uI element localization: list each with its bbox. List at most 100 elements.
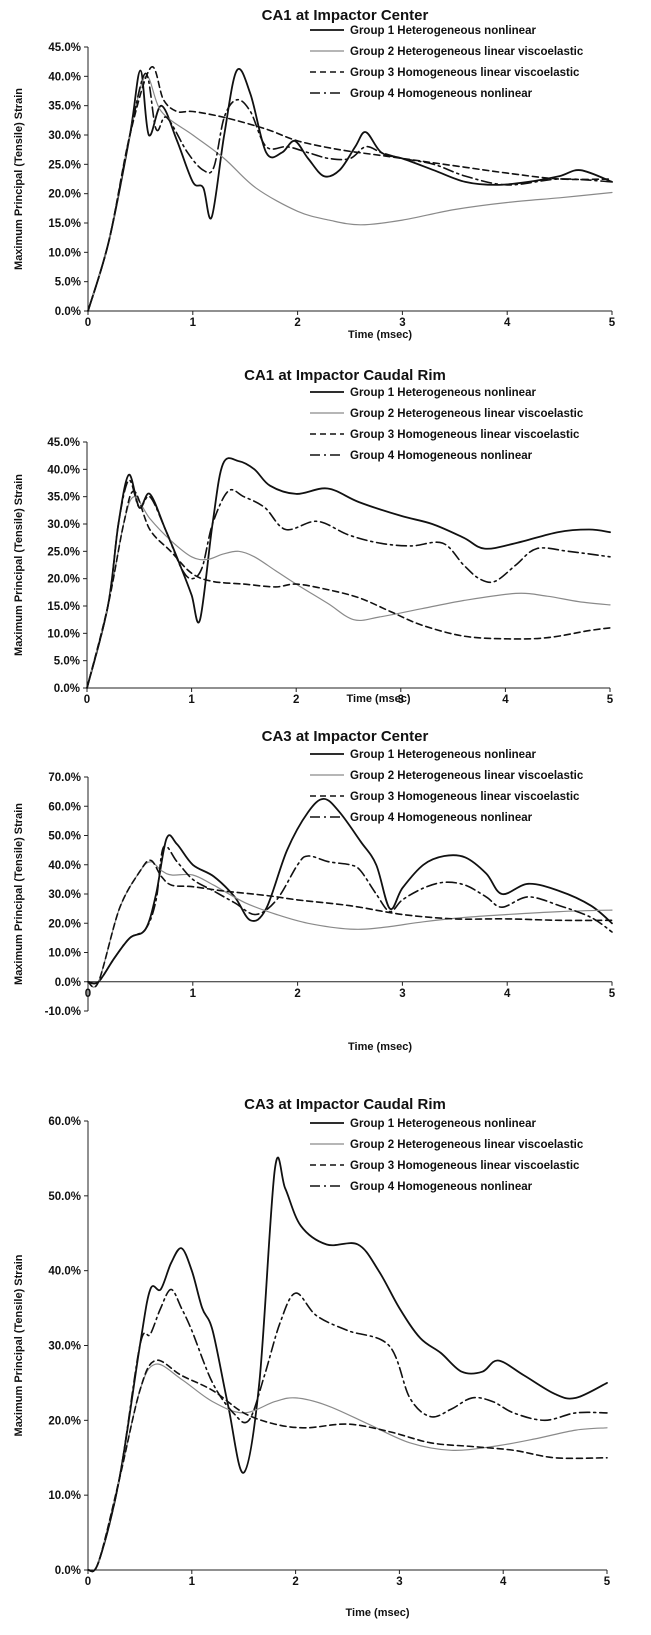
y-tick-label: 5.0%: [54, 656, 80, 668]
chart-ca1-impactor-center: CA1 at Impactor Center 0.0% 5.0% 10.0% 15.0%…: [13, 7, 616, 341]
y-tick-label: 40.0%: [47, 464, 80, 476]
x-tick-label: 2: [293, 694, 299, 706]
series-line-group-2-heterogeneous-linear-viscoelastic: [87, 1363, 608, 1573]
legend-label-group-4-homogeneous-nonlinear: Group 4 Homogeneous nonlinear: [350, 450, 533, 462]
legend-label-group-3-homogeneous-linear-viscoelastic: Group 3 Homogeneous linear viscoelastic: [350, 67, 580, 79]
x-tick-label: 1: [190, 317, 197, 329]
chart-title: CA3 at Impactor Center: [262, 728, 429, 745]
x-tick-label: 5: [609, 317, 616, 329]
x-axis-title: Time (msec): [348, 329, 412, 341]
y-tick-label: 35.0%: [48, 101, 81, 113]
x-tick-label: 0: [85, 1576, 91, 1588]
y-tick-label: 5.0%: [55, 277, 81, 289]
chart-title: CA3 at Impactor Caudal Rim: [244, 1096, 446, 1113]
y-tick-label: 0.0%: [55, 977, 81, 989]
x-tick-label: 5: [604, 1576, 611, 1588]
x-tick-label: 2: [292, 1576, 298, 1588]
x-tick-label: 4: [500, 1576, 507, 1588]
y-tick-label: 30.0%: [48, 1341, 81, 1353]
y-tick-label: 35.0%: [47, 492, 80, 504]
y-tick-label: 20.0%: [48, 189, 81, 201]
chart-ca3-impactor-center: CA3 at Impactor Center -10.0% 0.0% 10.0% 20.…: [13, 728, 616, 1053]
legend-label-group-3-homogeneous-linear-viscoelastic: Group 3 Homogeneous linear viscoelastic: [350, 429, 580, 441]
y-axis-title: Maximum Principal (Tensile) Strain: [13, 803, 25, 985]
y-tick-label: 50.0%: [48, 1191, 81, 1203]
y-tick-label: 30.0%: [48, 130, 81, 142]
x-tick-label: 5: [607, 694, 614, 706]
legend-label-group-3-homogeneous-linear-viscoelastic: Group 3 Homogeneous linear viscoelastic: [350, 791, 580, 803]
y-tick-label: 20.0%: [48, 918, 81, 930]
legend-label-group-1-heterogeneous-nonlinear: Group 1 Heterogeneous nonlinear: [350, 387, 536, 399]
legend-label-group-1-heterogeneous-nonlinear: Group 1 Heterogeneous nonlinear: [350, 749, 536, 761]
x-tick-label: 3: [398, 694, 404, 706]
y-tick-label: 25.0%: [47, 546, 80, 558]
y-axis-title: Maximum Principal (Tensile) Strain: [13, 88, 25, 270]
legend-label-group-2-heterogeneous-linear-viscoelastic: Group 2 Heterogeneous linear viscoelasti…: [350, 1139, 584, 1151]
y-tick-label: 45.0%: [48, 42, 81, 54]
y-tick-label: 30.0%: [48, 889, 81, 901]
series-line-group-2-heterogeneous-linear-viscoelastic: [86, 496, 611, 689]
series-line-group-4-homogeneous-nonlinear: [87, 1288, 608, 1573]
series-line-group-1-heterogeneous-nonlinear: [86, 457, 611, 689]
x-tick-label: 0: [85, 988, 91, 1000]
legend-label-group-4-homogeneous-nonlinear: Group 4 Homogeneous nonlinear: [350, 1181, 533, 1193]
y-tick-label: 10.0%: [48, 1490, 81, 1502]
x-tick-label: 3: [399, 317, 405, 329]
x-tick-label: 4: [502, 694, 509, 706]
y-tick-label: 40.0%: [48, 71, 81, 83]
chart-panel-4: CA3 at Impactor Caudal Rim 0.0% 10.0% 20.0%…: [0, 1089, 651, 1630]
chart-panel-3: CA3 at Impactor Center -10.0% 0.0% 10.0% 20.…: [0, 722, 651, 1089]
legend-label-group-2-heterogeneous-linear-viscoelastic: Group 2 Heterogeneous linear viscoelasti…: [350, 46, 584, 58]
x-tick-label: 1: [189, 1576, 196, 1588]
y-tick-label: 0.0%: [55, 1565, 81, 1577]
series-line-group-3-homogeneous-linear-viscoelastic: [86, 490, 611, 689]
y-axis-title: Maximum Principal (Tensile) Strain: [13, 1254, 25, 1436]
series-line-group-3-homogeneous-linear-viscoelastic: [87, 66, 613, 312]
y-tick-label: 30.0%: [47, 519, 80, 531]
y-tick-label: 25.0%: [48, 159, 81, 171]
chart-panel-2: CA1 at Impactor Caudal Rim 0.0% 5.0% 10.0% 1…: [0, 360, 651, 722]
series-line-group-1-heterogeneous-nonlinear: [87, 1156, 608, 1573]
x-tick-label: 5: [609, 988, 616, 1000]
y-tick-label: 60.0%: [48, 801, 81, 813]
legend-label-group-4-homogeneous-nonlinear: Group 4 Homogeneous nonlinear: [350, 812, 533, 824]
x-tick-label: 1: [188, 694, 195, 706]
y-tick-label: 15.0%: [48, 218, 81, 230]
chart-title: CA1 at Impactor Center: [262, 7, 429, 24]
series-line-group-1-heterogeneous-nonlinear: [87, 68, 613, 312]
y-tick-label: 20.0%: [47, 574, 80, 586]
x-axis-title: Time (msec): [348, 1041, 412, 1053]
series-line-group-4-homogeneous-nonlinear: [86, 479, 611, 689]
y-tick-label: 50.0%: [48, 831, 81, 843]
series-line-group-3-homogeneous-linear-viscoelastic: [87, 859, 613, 988]
x-tick-label: 0: [85, 317, 91, 329]
legend-label-group-2-heterogeneous-linear-viscoelastic: Group 2 Heterogeneous linear viscoelasti…: [350, 770, 584, 782]
x-axis-title: Time (msec): [346, 1607, 410, 1619]
x-tick-label: 1: [190, 988, 197, 1000]
legend-label-group-1-heterogeneous-nonlinear: Group 1 Heterogeneous nonlinear: [350, 1118, 536, 1130]
y-tick-label: 0.0%: [54, 683, 80, 695]
legend-label-group-3-homogeneous-linear-viscoelastic: Group 3 Homogeneous linear viscoelastic: [350, 1160, 580, 1172]
series-line-group-2-heterogeneous-linear-viscoelastic: [87, 861, 613, 988]
x-tick-label: 4: [504, 988, 511, 1000]
y-tick-label: 60.0%: [48, 1116, 81, 1128]
y-tick-label: 70.0%: [48, 772, 81, 784]
chart-title: CA1 at Impactor Caudal Rim: [244, 367, 446, 384]
legend-label-group-4-homogeneous-nonlinear: Group 4 Homogeneous nonlinear: [350, 88, 533, 100]
y-tick-label: 10.0%: [48, 948, 81, 960]
y-tick-label: 0.0%: [55, 306, 81, 318]
x-tick-label: 4: [504, 317, 511, 329]
y-tick-label: 10.0%: [48, 247, 81, 259]
series-line-group-3-homogeneous-linear-viscoelastic: [87, 1359, 608, 1573]
x-tick-label: 2: [294, 317, 300, 329]
series-line-group-4-homogeneous-nonlinear: [87, 72, 613, 312]
y-tick-label: 40.0%: [48, 1266, 81, 1278]
x-tick-label: 3: [399, 988, 405, 1000]
y-tick-label: 10.0%: [47, 628, 80, 640]
chart-ca3-impactor-caudal-rim: CA3 at Impactor Caudal Rim 0.0% 10.0% 20.0%…: [13, 1096, 611, 1619]
x-tick-label: 2: [294, 988, 300, 1000]
x-axis-title: Time (msec): [347, 693, 411, 705]
y-tick-label: 15.0%: [47, 601, 80, 613]
x-tick-label: 3: [396, 1576, 402, 1588]
series-line-group-4-homogeneous-nonlinear: [87, 845, 613, 985]
